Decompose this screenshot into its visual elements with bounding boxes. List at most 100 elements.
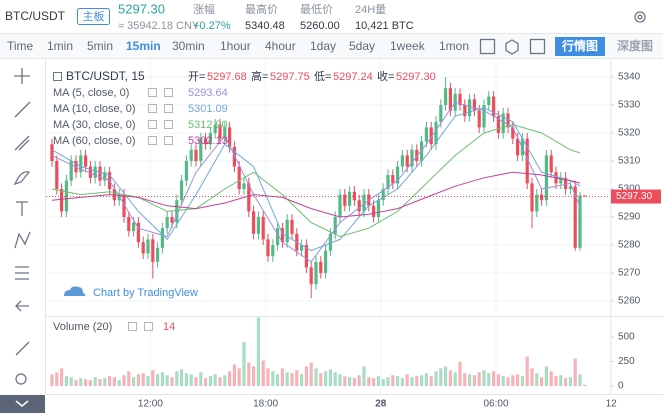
candle-body <box>482 105 486 128</box>
grid: 5260 5270 5280 5290 5300 5310 5320 5330 5340 0 250… <box>46 59 641 410</box>
intervals: Time 1min 5min 15min 30min 1hour 4hour 1day 5day… <box>7 39 469 53</box>
interval[interactable]: 5day <box>349 39 375 53</box>
tool-fib[interactable] <box>14 135 30 151</box>
candle-body <box>391 175 395 184</box>
tool-back[interactable] <box>15 300 29 312</box>
icon-button[interactable] <box>505 39 519 55</box>
volume-bar <box>180 369 184 386</box>
interval[interactable]: 1hour <box>220 39 251 53</box>
volume-bar <box>252 366 256 386</box>
volume-value: 14 <box>163 321 175 333</box>
volume-tick-label: 0 <box>618 381 624 392</box>
candle-body <box>304 245 308 268</box>
interval[interactable]: 1mon <box>439 39 469 53</box>
ma-icon[interactable] <box>164 120 173 129</box>
interval[interactable]: 1day <box>310 39 336 53</box>
y-tick-label: 5320 <box>618 128 641 139</box>
candle-body <box>573 186 577 248</box>
volume-bar <box>74 380 78 386</box>
volume-bar <box>194 377 198 386</box>
ma-icon[interactable] <box>164 104 173 113</box>
ohlc-value: 5297.75 <box>270 71 310 83</box>
price-label-box <box>611 189 661 204</box>
ma-line <box>51 101 581 263</box>
interval[interactable]: 4hour <box>265 39 296 53</box>
volume-icon[interactable] <box>144 322 153 331</box>
candle-body <box>136 222 140 243</box>
y-tick-label: 5300 <box>618 184 641 195</box>
candle-body <box>84 155 88 167</box>
tool-pattern[interactable] <box>14 231 31 249</box>
ma-name: MA (5, close, 0) <box>53 87 129 99</box>
candle-body <box>285 219 289 243</box>
ma-icon[interactable] <box>148 136 157 145</box>
volume-bar <box>564 378 568 386</box>
ma-icon[interactable] <box>164 136 173 145</box>
volume-bar <box>477 372 481 386</box>
volume-bar <box>108 376 112 386</box>
volume-bar <box>492 371 496 386</box>
stat-label: 最低价 <box>300 3 333 16</box>
volume-tick-label: 250 <box>618 356 635 367</box>
tool-zoom[interactable] <box>15 373 27 385</box>
tool-prediction[interactable] <box>15 266 29 280</box>
volume-bar <box>506 377 510 386</box>
volume-bar <box>348 377 352 386</box>
tab-active[interactable] <box>555 37 605 56</box>
candle-body <box>468 99 472 117</box>
tool-text[interactable] <box>16 201 28 216</box>
icon-button[interactable] <box>529 38 546 55</box>
candle-body <box>333 217 337 234</box>
toolbar-icons <box>479 38 546 55</box>
volume-bar <box>266 368 270 386</box>
volume-bar <box>568 377 572 386</box>
stat-value: 10,421 BTC <box>355 20 414 32</box>
interval[interactable]: 15min <box>126 39 161 53</box>
tab[interactable]: 行情图 <box>561 38 598 53</box>
volume-bar <box>453 372 457 386</box>
interval[interactable]: 1min <box>47 39 73 53</box>
candle-body <box>93 166 97 178</box>
interval[interactable]: 30min <box>172 39 205 53</box>
candle-body <box>280 228 284 243</box>
volume-bar <box>400 378 404 386</box>
y-tick-label: 5280 <box>618 240 641 251</box>
collapse-button[interactable] <box>0 395 45 413</box>
candle-body <box>578 195 582 248</box>
tab[interactable]: 深度图 <box>617 38 653 53</box>
interval[interactable]: 5min <box>87 39 113 53</box>
ma-icon[interactable] <box>148 120 157 129</box>
ma-icon[interactable] <box>148 88 157 97</box>
badge: 主板 <box>83 9 105 23</box>
tool-brush[interactable] <box>13 171 31 186</box>
settings-icon[interactable] <box>634 11 646 23</box>
volume-bar <box>429 376 433 386</box>
interval[interactable]: Time <box>7 39 34 53</box>
tool-crosshair[interactable] <box>14 68 30 84</box>
volume-bar <box>213 374 217 386</box>
ma-icon[interactable] <box>148 104 157 113</box>
ma-icon[interactable] <box>164 88 173 97</box>
interval[interactable]: 1week <box>390 39 426 53</box>
volume-bar <box>535 373 539 386</box>
candle-body <box>160 228 164 248</box>
drawing-tools <box>13 68 31 385</box>
candle-body <box>180 180 184 201</box>
volume-bar <box>530 368 534 386</box>
ma-value: 5293.64 <box>188 87 228 99</box>
volume-bar <box>501 376 505 386</box>
volume-icon[interactable] <box>128 322 137 331</box>
volume-bar <box>84 379 88 386</box>
tool-line[interactable] <box>14 101 31 118</box>
ma-value: 5301.09 <box>188 103 228 115</box>
tool-measure[interactable] <box>15 341 30 356</box>
candle-body <box>223 127 227 139</box>
candle-body <box>477 110 481 128</box>
volume-bar <box>304 366 308 386</box>
candle-body <box>343 194 347 206</box>
candle-body <box>252 211 256 234</box>
x-tick-label: 12 <box>606 399 618 410</box>
icon-button[interactable] <box>479 38 496 55</box>
legend-toggle[interactable] <box>53 72 62 81</box>
volume-bar <box>160 372 164 386</box>
